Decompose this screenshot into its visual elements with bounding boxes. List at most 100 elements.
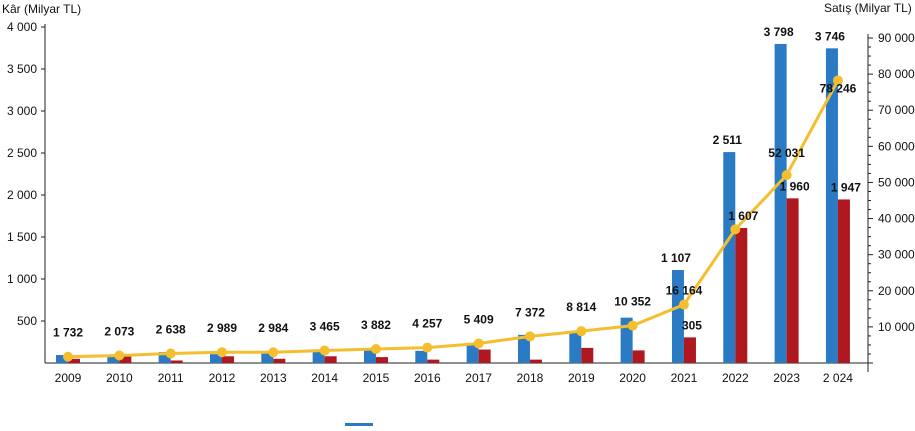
sales-label: 2 989 <box>207 321 237 335</box>
sales-label: 2 638 <box>156 322 186 336</box>
profit-bar-label: 2 511 <box>713 133 743 147</box>
sales-label: 2 073 <box>104 325 134 339</box>
sales-label: 10 352 <box>614 295 651 309</box>
right-tick-label: 10 000 <box>878 320 915 334</box>
sales-point <box>473 338 484 349</box>
x-tick-label: 2012 <box>209 371 236 385</box>
sales-line-path <box>67 79 840 359</box>
sales-point <box>319 345 330 356</box>
sales-label: 1 732 <box>53 326 83 340</box>
red-bar <box>375 357 388 363</box>
profit-bar <box>671 270 684 363</box>
profit-bar <box>209 354 222 363</box>
sales-point <box>627 320 638 331</box>
right-tick-label: 90 000 <box>878 31 915 45</box>
sales-line <box>63 75 843 362</box>
profit-bar <box>56 355 68 363</box>
profit-bar <box>825 48 838 363</box>
x-tick-label: 2021 <box>671 371 698 385</box>
profit-bar <box>774 43 787 364</box>
right-tick-label: 20 000 <box>878 284 915 298</box>
red-bar <box>632 350 645 363</box>
x-tick-label: 2013 <box>260 371 287 385</box>
red-bar-label: 1 607 <box>728 209 758 223</box>
left-tick-label: 500 <box>17 314 37 328</box>
sales-point <box>370 343 381 354</box>
sales-point <box>781 170 792 181</box>
sales-label: 7 372 <box>515 305 545 319</box>
left-tick-label: 4 000 <box>7 20 37 34</box>
profit-bar <box>466 344 479 363</box>
right-tick-label: 40 000 <box>878 212 915 226</box>
sales-point <box>268 347 279 358</box>
profit-bar-label: 1 107 <box>661 251 691 265</box>
right-tick-label: 60 000 <box>878 139 915 153</box>
sales-point <box>114 350 125 361</box>
right-tick-label: 80 000 <box>878 67 915 81</box>
red-bar <box>735 228 748 363</box>
sales-point <box>216 347 227 358</box>
sales-point <box>524 331 535 342</box>
sales-point <box>576 326 587 337</box>
profit-bar <box>517 334 530 363</box>
red-bar <box>427 359 440 363</box>
right-tick-label: 30 000 <box>878 248 915 262</box>
sales-point <box>165 348 176 359</box>
profit-bar <box>569 331 582 363</box>
sales-point <box>422 342 433 353</box>
left-tick-label: 2 500 <box>7 146 37 160</box>
sales-label: 8 814 <box>566 300 596 314</box>
sales-label: 4 257 <box>412 317 442 331</box>
sales-label: 3 465 <box>310 319 340 333</box>
x-tick-label: 2019 <box>568 371 595 385</box>
sales-label: 52 031 <box>768 146 805 160</box>
left-tick-label: 1 000 <box>7 272 37 286</box>
bars <box>56 43 850 364</box>
x-tick-label: 2010 <box>106 371 133 385</box>
x-tick-label: 2016 <box>414 371 441 385</box>
left-tick-label: 3 500 <box>7 62 37 76</box>
red-bar <box>837 199 850 363</box>
axes: 500 1 000 1 500 2 000 2 500 3 000 3 500 4 000 10… <box>7 20 915 385</box>
x-tick-label: 2022 <box>722 371 749 385</box>
x-tick-label: 2018 <box>517 371 544 385</box>
left-axis-title: Kâr (Milyar TL) <box>2 2 81 16</box>
sales-label: 78 246 <box>820 81 857 95</box>
sales-label: 3 882 <box>361 318 391 332</box>
left-tick-label: 2 000 <box>7 188 37 202</box>
red-bar <box>478 349 491 363</box>
right-tick-label: 50 000 <box>878 175 915 189</box>
profit-bar <box>261 352 274 363</box>
x-tick-label: 2020 <box>619 371 646 385</box>
red-bar-label: 1 947 <box>831 180 861 194</box>
x-tick-label: 2009 <box>55 371 82 385</box>
red-bar <box>119 355 132 363</box>
profit-bar <box>415 350 428 363</box>
profit-bar <box>723 152 736 363</box>
profit-bar <box>107 355 120 363</box>
data-labels: 1 107 305 2 511 1 607 3 798 1 960 3 746 1 947 1 … <box>53 25 861 340</box>
red-bar <box>68 358 80 363</box>
sales-point <box>832 75 843 86</box>
sales-point <box>730 224 741 235</box>
x-tick-label: 2015 <box>363 371 390 385</box>
red-bar-label: 305 <box>682 318 702 332</box>
x-tick-label: 2017 <box>465 371 492 385</box>
red-bar <box>683 337 696 363</box>
profit-bar <box>158 352 171 363</box>
x-tick-label: 2011 <box>158 371 184 385</box>
x-tick-label: 2023 <box>773 371 800 385</box>
red-bar <box>529 359 542 363</box>
red-bar <box>221 356 234 363</box>
profit-bar-label: 3 746 <box>815 29 845 43</box>
right-tick-label: 70 000 <box>878 103 915 117</box>
profit-bar <box>363 349 376 363</box>
red-bar <box>324 356 337 363</box>
x-tick-label: 2014 <box>311 371 338 385</box>
right-axis-title: Satış (Milyar TL) <box>824 1 912 15</box>
sales-label: 5 409 <box>464 312 494 326</box>
red-bar <box>170 360 183 363</box>
red-bar-label: 1 960 <box>780 179 810 193</box>
sales-point <box>63 351 73 362</box>
